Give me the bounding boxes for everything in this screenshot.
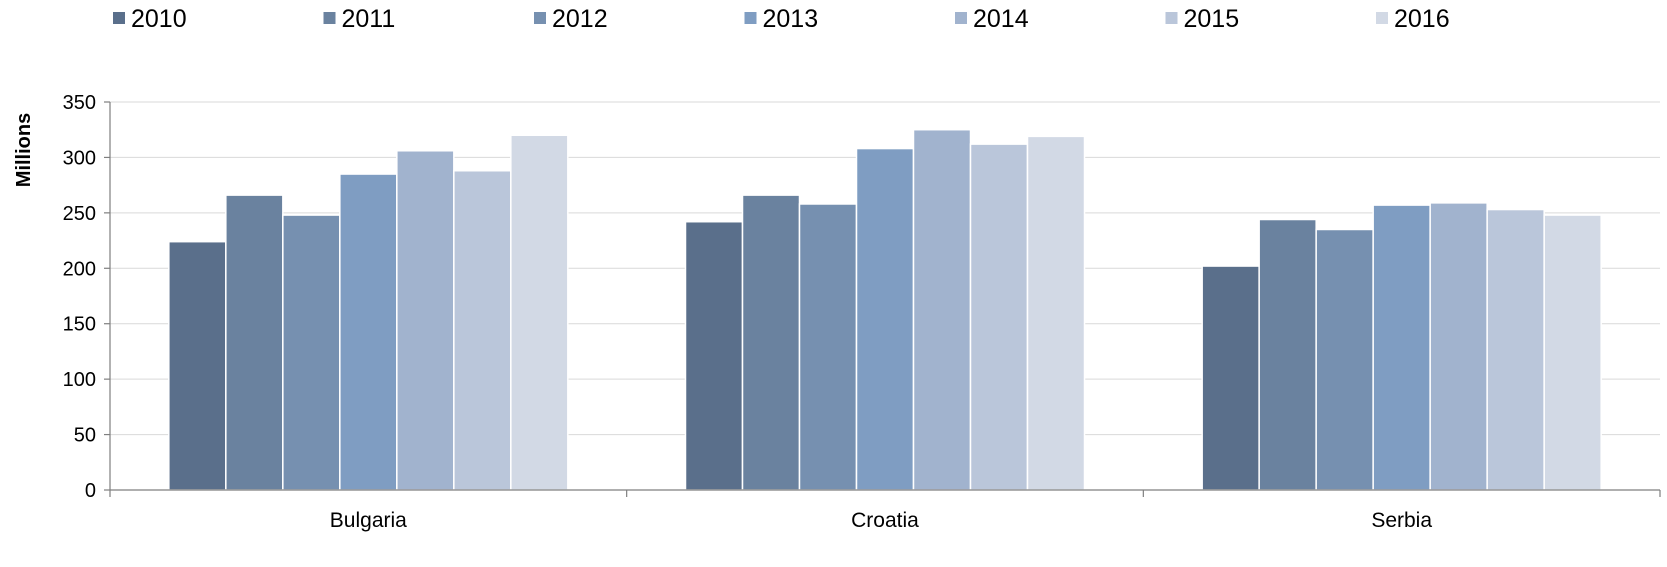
y-tick-label: 150 <box>63 314 96 336</box>
legend-label: 2015 <box>1184 5 1240 33</box>
bar-croatia-2011 <box>741 194 801 491</box>
bar-bulgaria-2014 <box>396 150 455 491</box>
y-tick-label: 0 <box>85 480 96 502</box>
bar-bulgaria-2012 <box>282 214 341 491</box>
bar-bulgaria-2015 <box>453 169 512 491</box>
bar-bulgaria-2013 <box>339 173 398 491</box>
legend-label: 2011 <box>342 5 396 33</box>
bar-croatia-2012 <box>798 203 858 491</box>
legend-swatch <box>534 12 546 24</box>
bar-croatia-2014 <box>912 128 972 491</box>
legend-label: 2010 <box>131 5 187 33</box>
legend-label: 2012 <box>552 5 608 33</box>
legend-swatch <box>744 12 757 24</box>
bar-serbia-2010 <box>1201 265 1260 491</box>
bars <box>168 128 1602 491</box>
y-tick-label: 300 <box>63 147 96 169</box>
x-axis <box>109 102 1661 497</box>
legend-label: 2013 <box>763 5 819 33</box>
bar-serbia-2013 <box>1372 204 1431 491</box>
bar-bulgaria-2010 <box>168 240 227 491</box>
bar-serbia-2015 <box>1486 208 1545 491</box>
legend-swatch <box>1376 12 1388 24</box>
legend-label: 2016 <box>1394 5 1450 33</box>
bar-serbia-2014 <box>1429 202 1488 491</box>
y-tick-label: 50 <box>74 425 96 447</box>
legend: 2010 2011 2012 2013 2014 2015 2016 <box>113 5 1450 33</box>
bar-serbia-2012 <box>1315 228 1374 491</box>
y-tick-label: 100 <box>63 369 96 391</box>
legend-swatch <box>955 12 967 24</box>
bar-bulgaria-2011 <box>225 194 284 491</box>
y-axis-title: Millions <box>13 113 35 187</box>
y-tick-label: 250 <box>63 203 96 225</box>
y-tick-label: 200 <box>63 258 96 280</box>
bar-croatia-2010 <box>684 220 744 491</box>
bar-serbia-2016 <box>1543 214 1602 491</box>
bar-croatia-2016 <box>1026 135 1086 491</box>
legend-swatch <box>1165 12 1178 24</box>
legend-swatch <box>113 12 125 24</box>
legend-swatch <box>323 12 336 24</box>
bar-bulgaria-2016 <box>510 134 569 491</box>
bar-croatia-2015 <box>969 143 1029 491</box>
bar-croatia-2013 <box>855 147 915 491</box>
x-category-label: Croatia <box>851 509 919 532</box>
bar-serbia-2011 <box>1258 218 1317 491</box>
legend-label: 2014 <box>973 5 1029 33</box>
x-category-label: Bulgaria <box>330 509 407 532</box>
x-axis-category-labels: Bulgaria Croatia Serbia <box>330 509 1433 532</box>
y-axis-ticks: 0 50 100 150 200 250 300 350 <box>63 92 110 502</box>
x-category-label: Serbia <box>1371 509 1432 532</box>
y-tick-label: 350 <box>63 92 96 114</box>
